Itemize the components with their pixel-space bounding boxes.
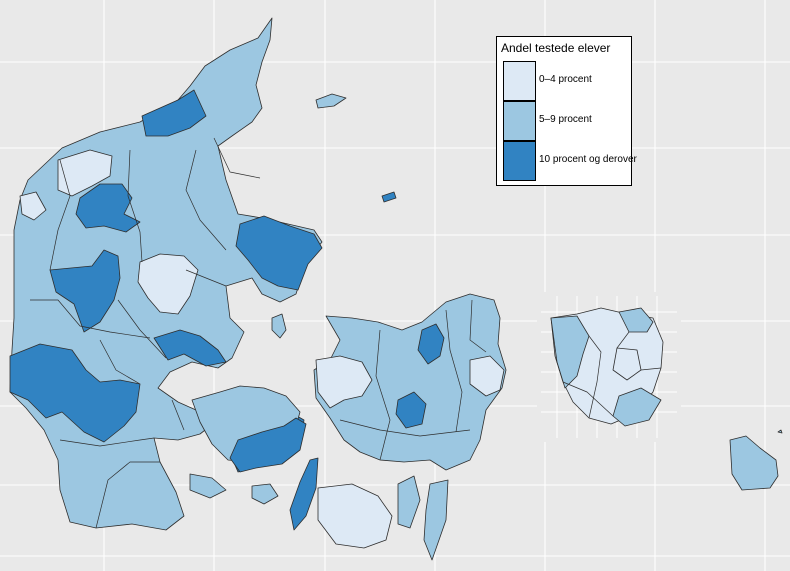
- ringsted-high: [395, 391, 427, 429]
- west-low: [19, 191, 47, 221]
- aero: [189, 473, 227, 499]
- zealand-region: [313, 293, 507, 471]
- legend-swatch-mid: [503, 101, 536, 141]
- west-central-high: [49, 249, 121, 333]
- legend-item-high: 10 procent og derover: [503, 141, 637, 181]
- inset-west-mid: [550, 315, 590, 389]
- legend-label-low: 0–4 procent: [539, 74, 592, 85]
- southwest-high: [9, 343, 141, 443]
- silkeborg-high: [153, 329, 227, 367]
- lolland-low: [317, 483, 393, 549]
- legend-label-mid: 5–9 procent: [539, 114, 592, 125]
- falster: [397, 475, 421, 529]
- langeland-high: [289, 457, 319, 531]
- mon: [423, 479, 449, 561]
- limfjord-high: [75, 183, 141, 233]
- samso: [271, 313, 287, 339]
- bornholm: [729, 435, 779, 491]
- inset-center-low: [612, 347, 642, 381]
- map-legend: Andel testede elever 0–4 procent 5–9 pro…: [496, 36, 637, 186]
- legend-label-high: 10 procent og derover: [539, 154, 637, 165]
- legend-item-low: 0–4 procent: [503, 61, 629, 101]
- legend-item-mid: 5–9 procent: [503, 101, 629, 141]
- christianso: [777, 429, 783, 434]
- zealand-east-low: [469, 355, 505, 397]
- north-jutland-low: [57, 149, 113, 197]
- legend-swatch-low: [503, 61, 536, 101]
- laeso: [315, 93, 347, 109]
- inset-north-mid: [618, 307, 654, 333]
- municipality-borders: [30, 137, 487, 529]
- central-low: [137, 253, 199, 315]
- legend-title: Andel testede elever: [501, 41, 611, 55]
- funen-high: [229, 417, 307, 473]
- east-high: [141, 89, 207, 137]
- capital-inset: [537, 292, 681, 442]
- tasinge: [251, 483, 279, 505]
- djursland-high: [235, 215, 323, 291]
- legend-swatch-high: [503, 141, 536, 181]
- zealand-west-low: [315, 355, 373, 409]
- anholt: [381, 191, 397, 203]
- zealand-north-high: [417, 323, 445, 365]
